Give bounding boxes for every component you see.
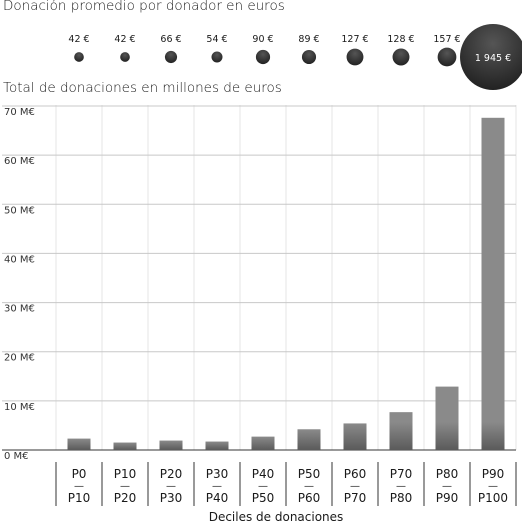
x-tick-label-bottom: P100 <box>478 491 508 505</box>
bar <box>481 117 505 451</box>
bar-base-shade <box>205 441 229 450</box>
bubble <box>392 48 410 66</box>
x-tick-label-bottom: P20 <box>114 491 137 505</box>
bubble <box>460 24 522 90</box>
bubble <box>120 52 130 62</box>
x-tick-label-top: P50 <box>298 467 321 481</box>
x-tick-label-dash: — <box>166 481 176 492</box>
bar-base-shade <box>435 422 459 450</box>
bubble <box>437 47 457 67</box>
x-tick-label-dash: — <box>212 481 222 492</box>
x-tick-label-top: P70 <box>390 467 413 481</box>
x-tick-label-top: P80 <box>436 467 459 481</box>
x-tick-label-top: P20 <box>160 467 183 481</box>
bubble-value-label: 42 € <box>68 34 89 45</box>
x-tick-label-dash: — <box>350 481 360 492</box>
bar-chart-title: Total de donaciones en millones de euros <box>3 80 282 96</box>
bubble-value-label: 54 € <box>206 34 227 45</box>
x-tick-label-bottom: P70 <box>344 491 367 505</box>
x-tick-label-top: P0 <box>72 467 87 481</box>
x-tick-label-top: P10 <box>114 467 137 481</box>
bar-base-shade <box>159 440 183 450</box>
x-tick-label-bottom: P30 <box>160 491 183 505</box>
bubble-value-label: 127 € <box>341 34 368 45</box>
bubble-value-label: 90 € <box>252 34 273 45</box>
bubble-value-label: 157 € <box>433 34 460 45</box>
bubble <box>346 48 364 66</box>
x-tick-label-dash: — <box>396 481 406 492</box>
bar-base-shade <box>297 429 321 450</box>
y-tick-label: 0 M€ <box>4 451 29 462</box>
bar-base-shade <box>113 442 137 450</box>
bubble <box>255 49 271 65</box>
bar-base-shade <box>67 438 91 450</box>
bubble-value-label: 1 945 € <box>475 53 511 64</box>
bubble <box>211 51 223 63</box>
bar-base-shade <box>343 423 367 450</box>
bubble <box>301 49 317 65</box>
bar-base-shade <box>481 422 505 450</box>
x-tick-label-dash: — <box>488 481 498 492</box>
x-tick-label-dash: — <box>442 481 452 492</box>
y-tick-label: 50 M€ <box>4 205 35 216</box>
x-tick-label-dash: — <box>258 481 268 492</box>
y-tick-label: 60 M€ <box>4 156 35 167</box>
bubble-value-label: 89 € <box>298 34 319 45</box>
x-tick-label-dash: — <box>74 481 84 492</box>
x-tick-label-dash: — <box>120 481 130 492</box>
y-tick-label: 40 M€ <box>4 254 35 265</box>
x-tick-label-bottom: P80 <box>390 491 413 505</box>
bubble-value-label: 128 € <box>387 34 414 45</box>
y-tick-label: 70 M€ <box>4 107 35 118</box>
x-tick-label-bottom: P90 <box>436 491 459 505</box>
x-tick-label-bottom: P60 <box>298 491 321 505</box>
x-tick-label-dash: — <box>304 481 314 492</box>
bar-base-shade <box>251 436 275 450</box>
y-tick-label: 30 M€ <box>4 304 35 315</box>
x-axis-label: Deciles de donaciones <box>208 510 344 524</box>
x-tick-label-bottom: P10 <box>68 491 91 505</box>
x-tick-label-bottom: P50 <box>252 491 275 505</box>
y-tick-label: 10 M€ <box>4 402 35 413</box>
bubble-chart-title: Donación promedio por donador en euros <box>3 0 285 14</box>
bubble-value-label: 66 € <box>160 34 181 45</box>
bubble <box>74 52 84 62</box>
x-tick-label-top: P40 <box>252 467 275 481</box>
x-tick-label-bottom: P40 <box>206 491 229 505</box>
bubble-value-label: 42 € <box>114 34 135 45</box>
x-tick-label-top: P90 <box>482 467 505 481</box>
bar-base-shade <box>389 422 413 450</box>
bubble <box>164 50 178 64</box>
y-tick-label: 20 M€ <box>4 353 35 364</box>
x-tick-label-top: P30 <box>206 467 229 481</box>
x-tick-label-top: P60 <box>344 467 367 481</box>
